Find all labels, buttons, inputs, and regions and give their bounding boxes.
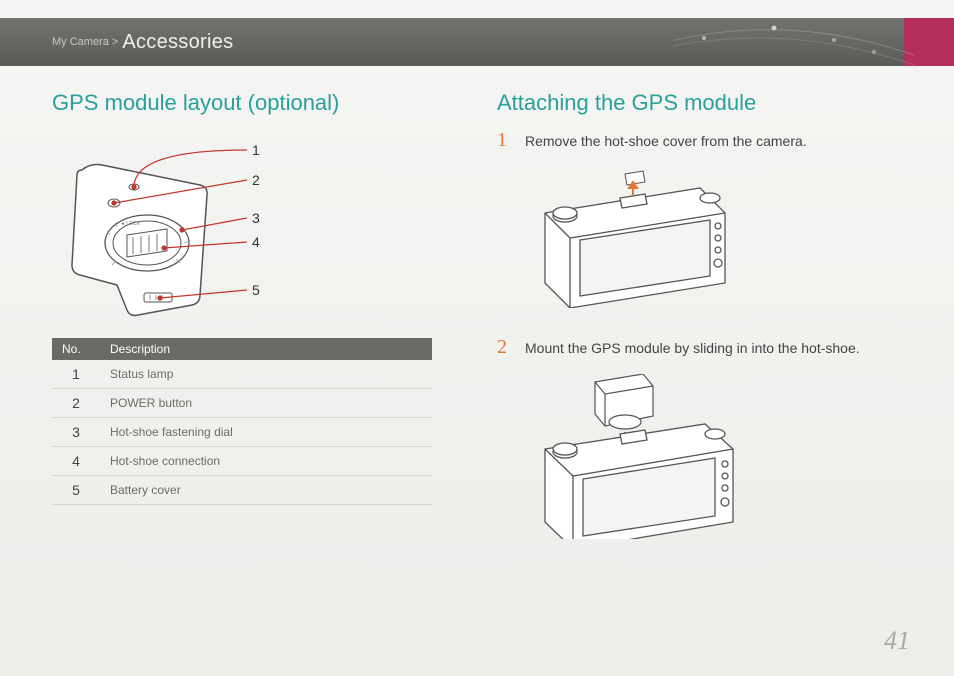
step-text-1: Remove the hot-shoe cover from the camer… [525,130,807,152]
svg-text:◄ LOCK: ◄ LOCK [120,221,141,227]
row-desc: POWER button [100,389,432,418]
gps-module-diagram: ◄ LOCK [52,130,282,320]
table-row: 1Status lamp [52,360,432,389]
attaching-title: Attaching the GPS module [497,90,902,116]
step-2: 2 Mount the GPS module by sliding in int… [497,337,902,359]
gps-layout-title: GPS module layout (optional) [52,90,457,116]
row-num: 3 [52,418,100,447]
row-desc: Status lamp [100,360,432,389]
col-header-no: No. [52,338,100,360]
table-row: 2POWER button [52,389,432,418]
col-header-desc: Description [100,338,432,360]
callout-1: 1 [252,142,260,158]
callout-5: 5 [252,282,260,298]
step-2-illustration [525,374,902,544]
table-row: 3Hot-shoe fastening dial [52,418,432,447]
step-1-illustration [525,168,902,313]
content-area: GPS module layout (optional) ◄ LOCK [52,90,902,636]
parts-table: No. Description 1Status lamp 2POWER butt… [52,338,432,505]
step-1: 1 Remove the hot-shoe cover from the cam… [497,130,902,152]
breadcrumb-parent: My Camera > [52,36,118,48]
breadcrumb-current: Accessories [122,31,233,54]
row-desc: Battery cover [100,476,432,505]
step-text-2: Mount the GPS module by sliding in into … [525,337,860,359]
gps-module-svg: ◄ LOCK [52,130,282,320]
row-num: 5 [52,476,100,505]
row-num: 1 [52,360,100,389]
row-desc: Hot-shoe connection [100,447,432,476]
table-row: 4Hot-shoe connection [52,447,432,476]
step-num-2: 2 [497,337,511,357]
row-num: 4 [52,447,100,476]
header-decoration [674,0,954,80]
callout-3: 3 [252,210,260,226]
table-row: 5Battery cover [52,476,432,505]
row-num: 2 [52,389,100,418]
page-number: 41 [884,626,910,656]
row-desc: Hot-shoe fastening dial [100,418,432,447]
right-column: Attaching the GPS module 1 Remove the ho… [497,90,902,636]
left-column: GPS module layout (optional) ◄ LOCK [52,90,457,636]
callout-2: 2 [252,172,260,188]
step-num-1: 1 [497,130,511,150]
callout-4: 4 [252,234,260,250]
